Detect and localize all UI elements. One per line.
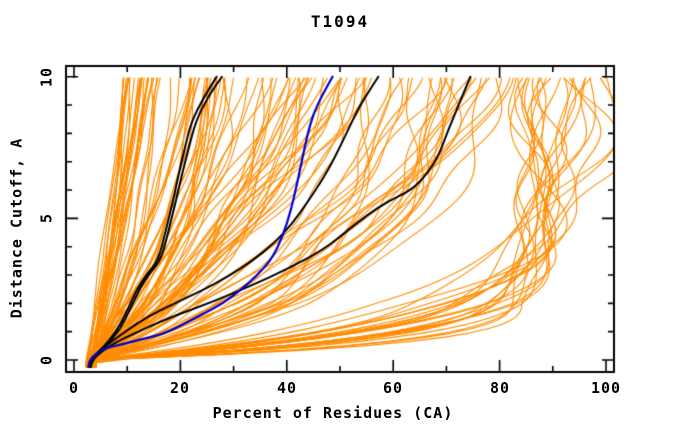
x-tick-label-20: 20 bbox=[169, 379, 191, 397]
y-tick-label-10: 10 bbox=[37, 66, 56, 88]
x-tick-label-0: 0 bbox=[68, 379, 80, 397]
chart-title: T1094 bbox=[310, 12, 370, 31]
y-tick-label-0: 0 bbox=[37, 354, 56, 366]
x-tick-label-100: 100 bbox=[590, 379, 622, 397]
y-axis-label: Distance Cutoff, A bbox=[7, 137, 26, 319]
x-axis-label: Percent of Residues (CA) bbox=[212, 404, 454, 422]
x-tick-label-40: 40 bbox=[276, 379, 298, 397]
x-tick-label-80: 80 bbox=[489, 379, 511, 397]
y-tick-label-5: 5 bbox=[37, 212, 56, 224]
x-tick-label-60: 60 bbox=[382, 379, 404, 397]
